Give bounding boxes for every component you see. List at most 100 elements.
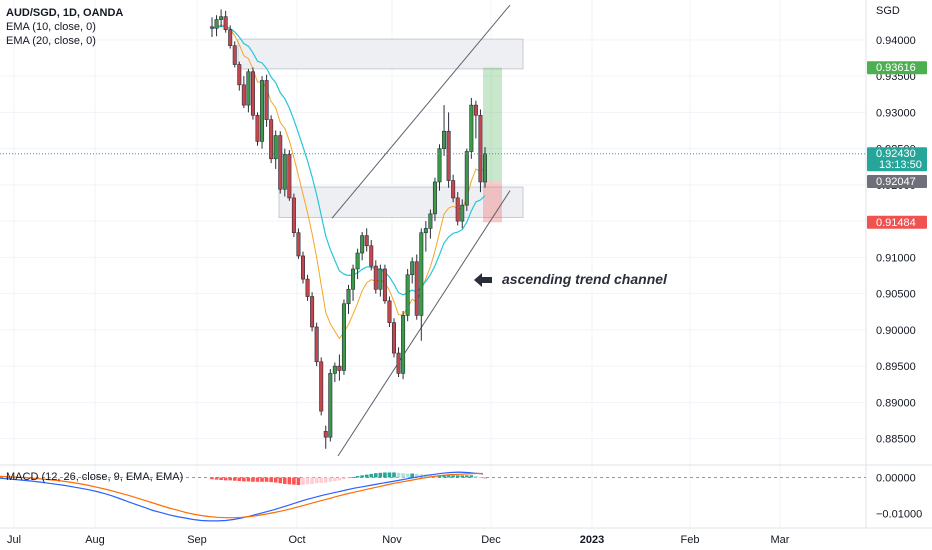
macd-line <box>0 471 484 522</box>
symbol-label[interactable]: AUD/SGD, 1D, OANDA <box>6 7 124 19</box>
candle-up <box>351 268 356 290</box>
macd-histogram-bar <box>351 477 355 478</box>
price-axis-currency: SGD <box>876 5 900 17</box>
candle-up <box>260 80 265 142</box>
price-axis-tick: 0.90500 <box>876 289 916 301</box>
channel-lower-line <box>337 190 511 457</box>
ema-lines <box>211 24 486 340</box>
price-tag-countdown: 13:13:50 <box>879 159 922 171</box>
macd-histogram-bar <box>251 477 255 482</box>
candle-down <box>223 16 228 31</box>
axes: SGD0.940000.935000.930000.925000.920000.… <box>7 5 922 546</box>
candle-up <box>442 130 447 149</box>
macd-histogram-bar <box>278 477 283 484</box>
candle-up <box>214 19 219 29</box>
candle-down <box>296 232 301 257</box>
price-axis-tick: 0.89500 <box>876 361 916 373</box>
candle-down <box>210 26 215 29</box>
time-axis-tick: Nov <box>382 534 402 546</box>
macd-legend[interactable]: MACD (12, 26, close, 9, EMA, EMA) <box>6 471 184 483</box>
candle-up <box>432 181 437 215</box>
grid <box>0 0 932 529</box>
target-area <box>483 67 502 182</box>
ema20-label[interactable]: EMA (20, close, 0) <box>6 35 96 47</box>
candle-down <box>291 197 296 234</box>
macd-histogram-bar <box>242 477 246 482</box>
macd-histogram-bar <box>246 477 251 482</box>
price-axis-tick: 0.93000 <box>876 107 916 119</box>
macd-histogram-bar <box>455 475 460 478</box>
macd-histogram-bar <box>287 477 292 485</box>
annotation[interactable]: ascending trend channel <box>474 271 668 287</box>
macd-histogram-bar <box>237 477 242 482</box>
macd-histogram-bar <box>483 477 487 479</box>
candle-down <box>228 29 233 46</box>
candle-down <box>264 80 269 120</box>
macd-histogram-bar <box>446 475 451 478</box>
candle-up <box>428 213 433 229</box>
candle-up <box>246 71 251 106</box>
macd-histogram-bar <box>319 477 323 483</box>
macd-histogram-bar <box>219 477 223 480</box>
candle-down <box>319 361 324 412</box>
price-tag-bg <box>867 215 927 229</box>
macd-histogram-bar <box>210 477 214 480</box>
macd-histogram-bar <box>223 477 228 481</box>
candle-down <box>241 84 246 106</box>
candle-down <box>451 180 456 199</box>
macd-histogram-bar <box>460 475 465 478</box>
macd-histogram-bar <box>328 477 333 482</box>
time-axis-tick: Mar <box>771 534 790 546</box>
stop-area <box>483 181 502 223</box>
macd-histogram-bar <box>283 477 287 484</box>
candle-up <box>423 228 428 234</box>
candle-down <box>337 365 342 371</box>
chart-legend: AUD/SGD, 1D, OANDA EMA (10, close, 0) EM… <box>6 6 123 48</box>
candle-up <box>355 252 360 270</box>
macd-histogram-bar <box>451 475 455 478</box>
candle-down <box>373 265 378 290</box>
macd-histogram-bar <box>465 475 469 478</box>
macd-histogram-bar <box>405 473 410 478</box>
candle-down <box>473 104 478 116</box>
candle-down <box>278 135 283 190</box>
candle-up <box>328 373 333 438</box>
candle-down <box>455 197 460 222</box>
price-tag-label: 0.92430 <box>876 148 916 160</box>
price-tag-bg <box>867 174 927 188</box>
time-axis-tick: Feb <box>681 534 700 546</box>
macd-pane <box>0 471 866 522</box>
macd-histogram-bar <box>337 477 342 481</box>
ema10-label[interactable]: EMA (10, close, 0) <box>6 21 96 33</box>
macd-histogram-bar <box>323 477 328 483</box>
time-axis-tick: Aug <box>85 534 105 546</box>
candle-down <box>396 352 401 374</box>
macd-histogram-bar <box>214 477 219 480</box>
macd-histogram-bar <box>360 475 364 478</box>
macd-histogram-bar <box>355 476 360 478</box>
candles <box>210 9 487 449</box>
candle-down <box>387 300 392 323</box>
macd-histogram-bar <box>314 477 319 484</box>
price-axis-tick: 0.88500 <box>876 434 916 446</box>
candle-down <box>414 261 419 316</box>
candle-down <box>314 326 319 363</box>
macd-histogram-bar <box>333 477 337 482</box>
price-tag-label: 0.92047 <box>876 176 916 188</box>
position-tool[interactable] <box>483 67 502 223</box>
candle-down <box>250 71 255 116</box>
arrow-left-icon <box>474 273 492 287</box>
macd-histogram-bar <box>387 472 392 478</box>
macd-axis-tick: 0.00000 <box>876 472 916 484</box>
candle-down <box>323 431 328 438</box>
candle-down <box>446 130 451 181</box>
trend-channel[interactable] <box>331 4 511 457</box>
candle-up <box>419 232 424 316</box>
candle-up <box>341 303 346 371</box>
macd-histogram-bar <box>301 477 305 485</box>
macd-histogram-bar <box>232 477 237 481</box>
macd-histogram-bar <box>292 477 296 485</box>
macd-histogram-bar <box>410 473 414 478</box>
